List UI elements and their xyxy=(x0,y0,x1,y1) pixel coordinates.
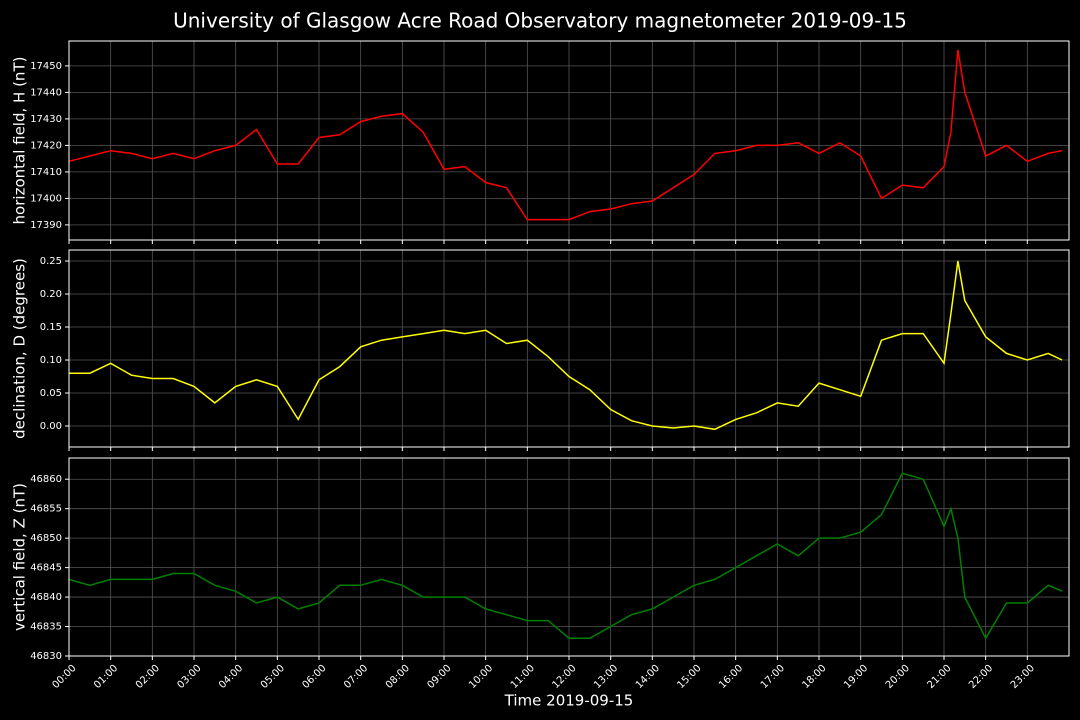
y-tick-label: 0.05 xyxy=(40,388,62,399)
y-tick-label: 46860 xyxy=(30,474,62,485)
data-line xyxy=(69,260,1063,431)
y-axis-label: declination, D (degrees) xyxy=(11,258,29,439)
y-axis-label: vertical field, Z (nT) xyxy=(11,483,29,631)
y-axis-label: horizontal field, H (nT) xyxy=(11,57,29,225)
y-tick-label: 0.00 xyxy=(40,421,62,432)
y-tick-label: 17430 xyxy=(30,114,62,125)
y-tick-label: 0.15 xyxy=(40,322,62,333)
y-tick-label: 0.20 xyxy=(40,289,62,300)
plot-frame xyxy=(68,249,1070,448)
y-tick-label: 17450 xyxy=(30,61,62,72)
y-tick-label: 17410 xyxy=(30,167,62,178)
y-tick-label: 17400 xyxy=(30,193,62,204)
y-tick-label: 0.25 xyxy=(40,256,62,267)
chart-title: University of Glasgow Acre Road Observat… xyxy=(173,9,907,33)
y-tick-label: 46845 xyxy=(30,563,62,574)
y-tick-label: 46835 xyxy=(30,622,62,633)
data-line xyxy=(68,472,1063,640)
y-tick-label: 46830 xyxy=(30,651,62,662)
data-line xyxy=(68,49,1063,221)
plot-frame xyxy=(68,40,1070,241)
y-tick-label: 46840 xyxy=(30,592,62,603)
y-tick-label: 17390 xyxy=(30,220,62,231)
plot-frame xyxy=(68,457,1070,657)
y-tick-label: 17440 xyxy=(30,87,62,98)
y-tick-label: 0.10 xyxy=(40,355,62,366)
y-tick-label: 46855 xyxy=(30,504,62,515)
y-tick-label: 46850 xyxy=(30,533,62,544)
x-axis-label: Time 2019-09-15 xyxy=(504,692,634,710)
y-tick-label: 17420 xyxy=(30,140,62,151)
